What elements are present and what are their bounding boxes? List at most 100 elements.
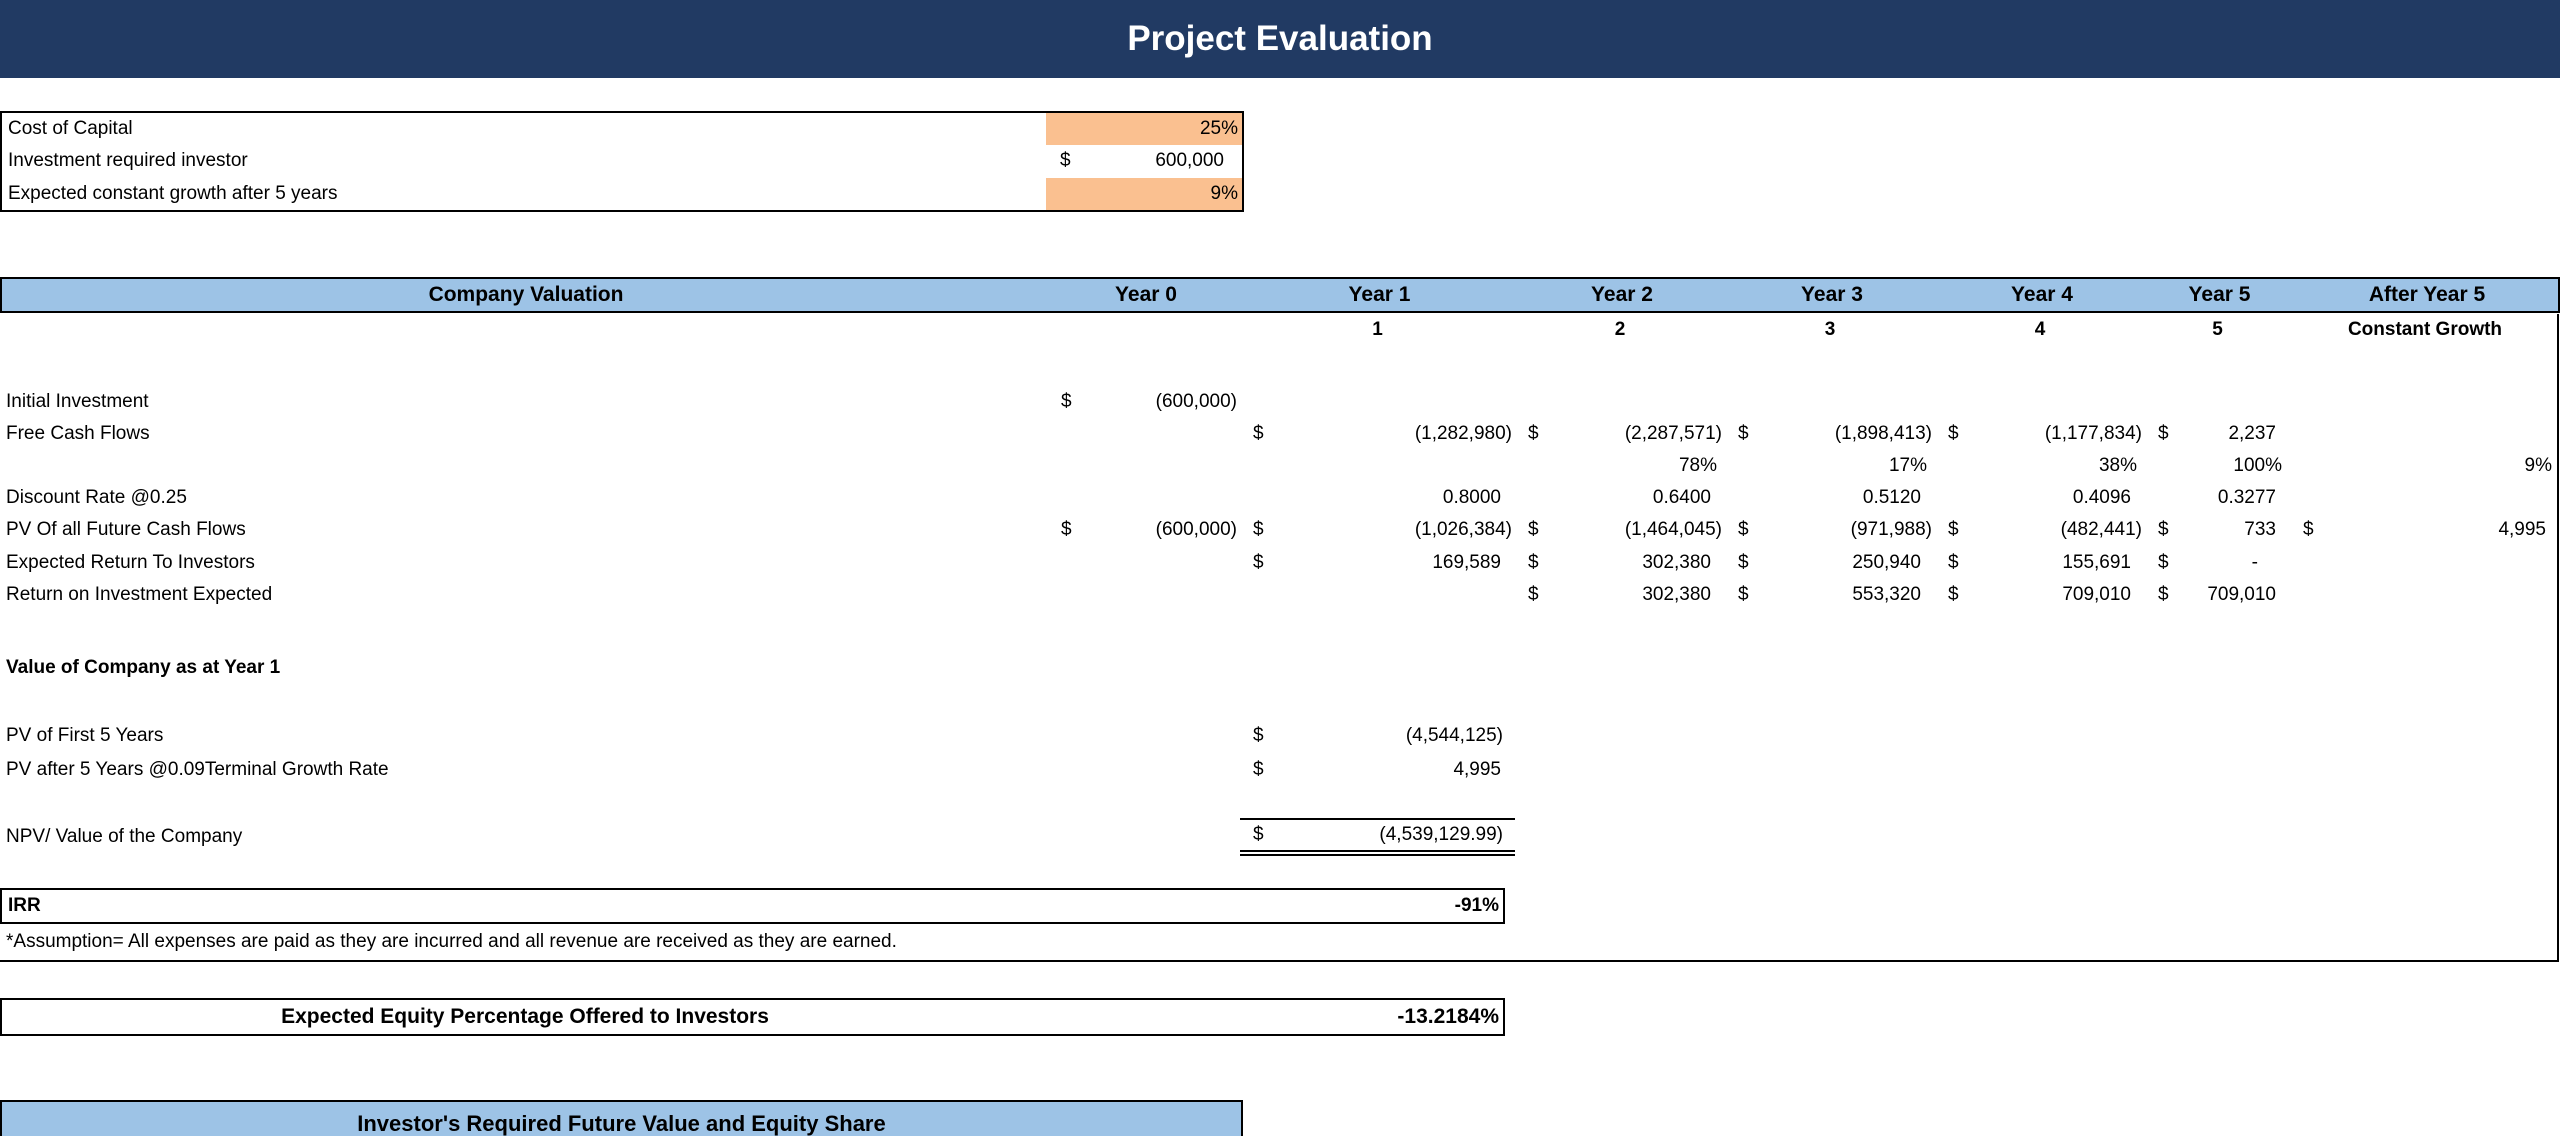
period-3: 3 [1824, 319, 1836, 340]
dollar-sign: $ [2303, 519, 2314, 540]
cell-roi-year5[interactable]: $ 709,010 [2145, 579, 2290, 611]
empty-cell [2290, 386, 2560, 418]
investor-section-title: Investor's Required Future Value and Equ… [357, 1111, 886, 1136]
amount: 169,589 [1432, 552, 1501, 573]
col-header-year0: Year 0 [1115, 283, 1177, 306]
cell-growth-year4[interactable]: 38% [2098, 455, 2137, 476]
cell-pv-year1[interactable]: $ (1,026,384) [1240, 514, 1515, 546]
dollar-sign: $ [1948, 584, 1959, 605]
dollar-sign: $ [1060, 150, 1071, 172]
cell-roi-year3[interactable]: $ 553,320 [1725, 579, 1935, 611]
irr-value[interactable]: -91% [1454, 895, 1499, 916]
dollar-sign: $ [1738, 423, 1749, 444]
dollar-sign: $ [1528, 519, 1539, 540]
empty-cell [1935, 386, 2145, 418]
amount: 709,010 [2062, 584, 2131, 605]
irr-label: IRR [8, 895, 41, 916]
cell-pv-after5-value[interactable]: $ 4,995 [1240, 754, 1515, 786]
cell-growth-year5[interactable]: 100% [2233, 455, 2282, 476]
period-5: 5 [2212, 319, 2223, 340]
cell-npv-value[interactable]: $ (4,539,129.99) [1240, 818, 1515, 856]
empty-cell [1048, 450, 1240, 482]
amount: (971,988) [1850, 519, 1932, 540]
row-label: PV after 5 Years @0.09Terminal Growth Ra… [6, 759, 389, 780]
col-header-year3: Year 3 [1801, 283, 1863, 306]
amount: 302,380 [1642, 584, 1711, 605]
cell-expret-year3[interactable]: $ 250,940 [1725, 547, 1935, 579]
cell-fcf-year3[interactable]: $ (1,898,413) [1725, 418, 1935, 450]
dollar-sign: $ [1738, 519, 1749, 540]
row-label: Discount Rate @0.25 [6, 487, 187, 508]
dollar-sign: $ [1528, 552, 1539, 573]
equity-percentage-box: Expected Equity Percentage Offered to In… [0, 998, 1505, 1036]
row-label: Initial Investment [6, 391, 149, 412]
param-label: Cost of Capital [8, 118, 133, 139]
empty-cell [1048, 754, 1240, 786]
param-value: 600,000 [1155, 150, 1224, 172]
period-number-row: 1 2 3 4 5 Constant Growth [0, 314, 2560, 346]
row-label: PV Of all Future Cash Flows [6, 519, 246, 540]
cell-expret-year5[interactable]: $ - [2145, 547, 2290, 579]
equity-value[interactable]: -13.2184% [1397, 1005, 1499, 1028]
cell-expret-year2[interactable]: $ 302,380 [1515, 547, 1725, 579]
assumption-note: *Assumption= All expenses are paid as th… [6, 931, 897, 952]
cell-discount-year1[interactable]: 0.8000 [1442, 487, 1501, 508]
amount: 2,237 [2228, 423, 2276, 444]
row-label: Free Cash Flows [6, 423, 150, 444]
cell-roi-year4[interactable]: $ 709,010 [1935, 579, 2145, 611]
empty-cell [1048, 482, 1240, 514]
param-row-cost-of-capital: Cost of Capital 25% [2, 113, 1242, 146]
valuation-body: 1 2 3 4 5 Constant Growth Initial Invest… [0, 314, 2559, 962]
row-pv-after-5-years: PV after 5 Years @0.09Terminal Growth Ra… [0, 754, 2560, 786]
param-row-investment-required: Investment required investor $ 600,000 [2, 145, 1242, 177]
cell-discount-year3[interactable]: 0.5120 [1862, 487, 1921, 508]
empty-cell [1515, 386, 1725, 418]
constant-growth-input-cell[interactable]: 9% [1046, 177, 1242, 210]
empty-cell [2290, 482, 2560, 514]
row-label: NPV/ Value of the Company [6, 826, 243, 847]
param-label: Expected constant growth after 5 years [8, 182, 338, 204]
cell-pv-year3[interactable]: $ (971,988) [1725, 514, 1935, 546]
row-discount-rate: Discount Rate @0.25 0.8000 0.6400 0.5120… [0, 482, 2560, 514]
cell-growth-year2[interactable]: 78% [1678, 455, 1717, 476]
amount: (1,026,384) [1414, 519, 1512, 540]
empty-cell [1048, 314, 1240, 346]
row-label: Expected Return To Investors [6, 552, 255, 573]
cell-fcf-year2[interactable]: $ (2,287,571) [1515, 418, 1725, 450]
investor-section-header: Investor's Required Future Value and Equ… [0, 1100, 1243, 1136]
dollar-sign: $ [1253, 519, 1264, 540]
dollar-sign: $ [1253, 759, 1264, 780]
amount: (600,000) [1155, 519, 1237, 540]
amount: (4,544,125) [1405, 725, 1503, 746]
amount: 709,010 [2207, 584, 2276, 605]
cell-pv-year2[interactable]: $ (1,464,045) [1515, 514, 1725, 546]
amount: 733 [2244, 519, 2276, 540]
cell-fcf-year4[interactable]: $ (1,177,834) [1935, 418, 2145, 450]
cell-expret-year1[interactable]: $ 169,589 [1240, 547, 1515, 579]
cell-discount-year5[interactable]: 0.3277 [2217, 487, 2276, 508]
cell-pv-year0[interactable]: $ (600,000) [1048, 514, 1240, 546]
dollar-sign: $ [1061, 519, 1072, 540]
cell-growth-year3[interactable]: 17% [1888, 455, 1927, 476]
cost-of-capital-input-cell[interactable]: 25% [1046, 113, 1242, 146]
amount: - [2251, 552, 2258, 573]
cell-expret-year4[interactable]: $ 155,691 [1935, 547, 2145, 579]
cell-pv-after-year5[interactable]: $ 4,995 [2290, 514, 2560, 546]
cell-discount-year4[interactable]: 0.4096 [2072, 487, 2131, 508]
cell-fcf-year5[interactable]: $ 2,237 [2145, 418, 2290, 450]
dollar-sign: $ [1948, 519, 1959, 540]
cell-initial-investment-year0[interactable]: $ (600,000) [1048, 386, 1240, 418]
period-constant-growth: Constant Growth [2347, 319, 2503, 340]
empty-cell [1240, 579, 1515, 611]
cell-pv-year4[interactable]: $ (482,441) [1935, 514, 2145, 546]
cell-discount-year2[interactable]: 0.6400 [1652, 487, 1711, 508]
cell-roi-year2[interactable]: $ 302,380 [1515, 579, 1725, 611]
dollar-sign: $ [1948, 552, 1959, 573]
cell-pv-first5-value[interactable]: $ (4,544,125) [1240, 720, 1515, 752]
investment-required-cell[interactable]: $ 600,000 [1046, 145, 1242, 177]
cell-pv-year5[interactable]: $ 733 [2145, 514, 2290, 546]
cell-growth-after-year5[interactable]: 9% [2524, 455, 2552, 476]
cell-fcf-year1[interactable]: $ (1,282,980) [1240, 418, 1515, 450]
period-4: 4 [2034, 319, 2046, 340]
